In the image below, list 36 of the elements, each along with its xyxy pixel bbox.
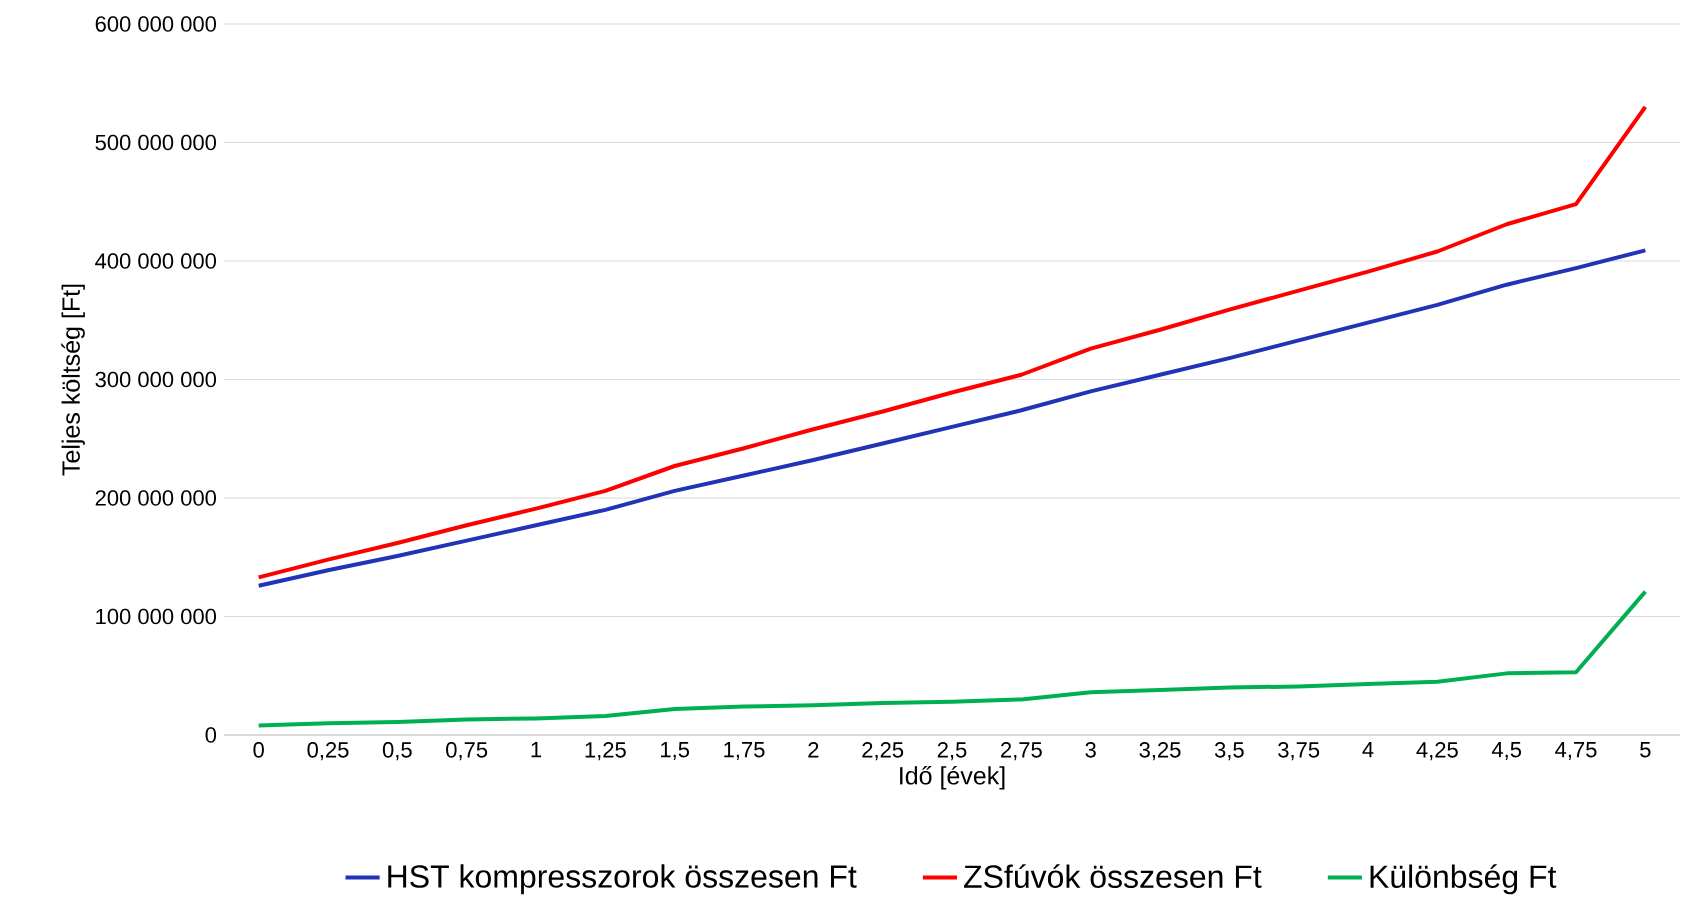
x-tick-label: 4,75 bbox=[1555, 742, 1597, 761]
x-tick-label: 2 bbox=[808, 742, 819, 758]
y-axis-title: Teljes költség [Ft] bbox=[61, 284, 85, 476]
x-tick-label: 3 bbox=[1085, 742, 1096, 758]
x-tick-label: 1 bbox=[531, 742, 542, 758]
x-tick-label: 2,75 bbox=[1001, 742, 1042, 761]
x-tick-label: 5 bbox=[1640, 742, 1651, 758]
y-tick-label: 100 000 000 bbox=[96, 608, 217, 625]
x-axis-title: Idő [évek] bbox=[900, 765, 1005, 790]
y-tick-label: 200 000 000 bbox=[95, 490, 217, 506]
x-tick-label: 4 bbox=[1362, 742, 1374, 758]
legend-label: HST kompresszorok összesen Ft bbox=[388, 864, 857, 895]
x-tick-label: 4,5 bbox=[1491, 742, 1522, 761]
y-tick-label: 0 bbox=[205, 727, 217, 743]
y-tick-label: 600 000 000 bbox=[95, 16, 217, 32]
line-series bbox=[256, 104, 1648, 580]
y-tick-label: 300 000 000 bbox=[95, 371, 217, 388]
y-tick-label: 500 000 000 bbox=[95, 134, 217, 151]
x-tick-label: 1,5 bbox=[661, 742, 690, 761]
legend-label: Különbség Ft bbox=[1370, 864, 1557, 895]
x-tick-label: 3,75 bbox=[1278, 742, 1320, 761]
line-series bbox=[256, 589, 1648, 728]
x-tick-label: 4,25 bbox=[1416, 742, 1458, 761]
x-tick-label: 1,75 bbox=[724, 742, 765, 761]
x-tick-label: 3,5 bbox=[1214, 742, 1244, 761]
x-tick-label: 0,25 bbox=[307, 742, 349, 761]
x-tick-label: 2,5 bbox=[937, 742, 967, 761]
y-tick-label: 400 000 000 bbox=[95, 253, 217, 269]
x-tick-label: 0,5 bbox=[382, 742, 412, 761]
line-series bbox=[256, 248, 1648, 588]
x-tick-label: 0 bbox=[253, 742, 264, 758]
x-tick-label: 3,25 bbox=[1139, 742, 1181, 761]
x-tick-label: 0,75 bbox=[446, 742, 488, 761]
legend-label: ZSfúvók összesen Ft bbox=[964, 864, 1262, 889]
x-tick-label: 1,25 bbox=[585, 742, 626, 761]
x-tick-label: 2,25 bbox=[862, 742, 904, 761]
